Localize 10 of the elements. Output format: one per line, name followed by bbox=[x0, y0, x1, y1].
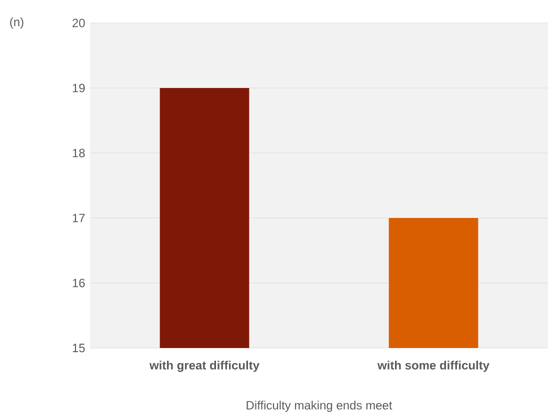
y-tick-label: 15 bbox=[72, 344, 85, 352]
x-axis-title: Difficulty making ends meet bbox=[246, 400, 392, 412]
y-axis-title: (n) bbox=[10, 17, 24, 29]
y-tick-label: 19 bbox=[72, 84, 85, 92]
y-tick-label: 17 bbox=[72, 214, 85, 222]
y-tick-label: 18 bbox=[72, 148, 85, 158]
x-tick-label: with some difficulty bbox=[377, 360, 490, 372]
x-tick-label: with great difficulty bbox=[149, 360, 260, 372]
y-tick-label: 16 bbox=[72, 278, 85, 288]
y-tick-label: 20 bbox=[72, 18, 85, 28]
